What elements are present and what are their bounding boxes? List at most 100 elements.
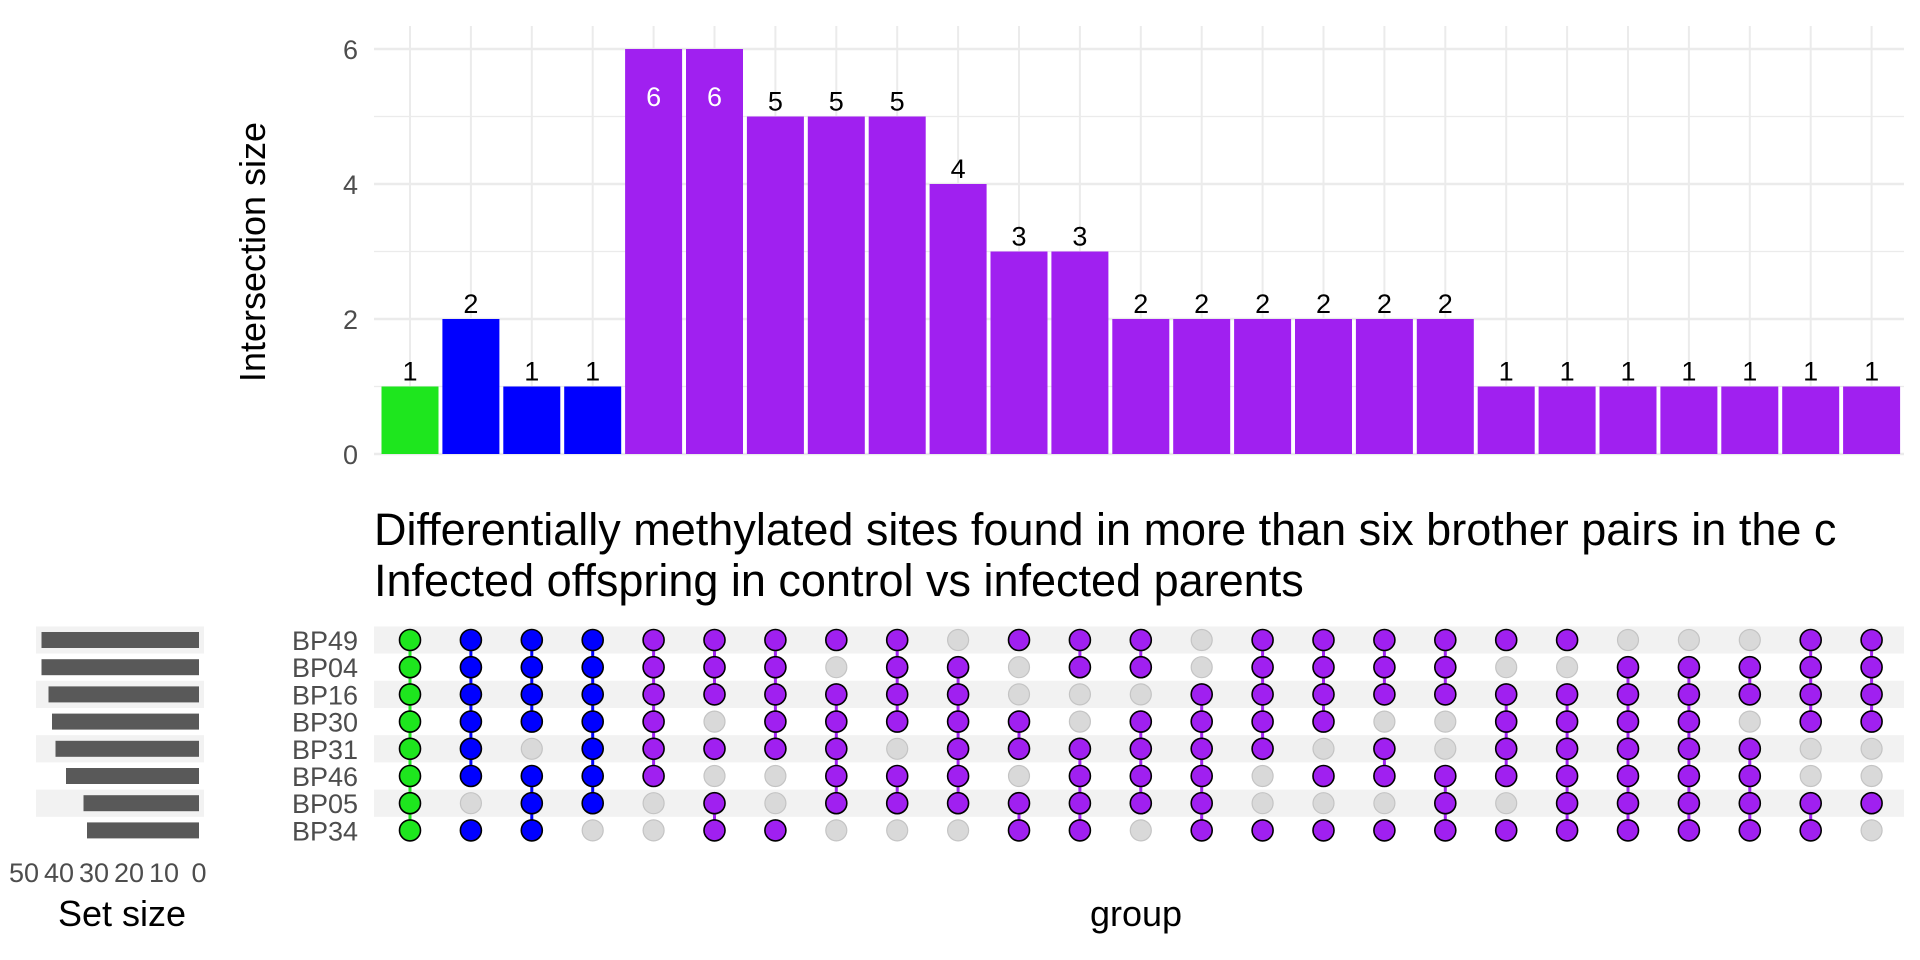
matrix-dot-filled [1129, 655, 1153, 679]
matrix-dot-filled [946, 655, 970, 679]
bar-y-tick-label: 4 [343, 170, 358, 200]
bar-value-label: 3 [1011, 222, 1026, 252]
matrix-dot-filled [703, 819, 726, 842]
matrix-dot-filled [581, 655, 605, 679]
matrix-dot-empty [1068, 683, 1092, 706]
matrix-dot-filled [398, 628, 422, 652]
matrix-dot-filled [1555, 819, 1579, 842]
intersection-bar [1721, 386, 1779, 454]
intersection-bar [1051, 251, 1109, 454]
bar-value-label: 6 [707, 82, 722, 112]
matrix-dot-filled [1555, 764, 1579, 788]
bar-value-label: 2 [1255, 289, 1270, 319]
matrix-dot-empty [1799, 764, 1822, 788]
set-size-bar [66, 768, 199, 784]
matrix-dot-filled [1312, 683, 1335, 706]
matrix-dot-filled [1677, 710, 1701, 733]
matrix-dot-empty [1312, 737, 1335, 760]
matrix-dot-filled [946, 791, 970, 815]
matrix-dot-filled [1007, 628, 1031, 652]
matrix-dot-filled [520, 791, 544, 815]
matrix-dot-filled [703, 655, 726, 679]
intersection-bar [1355, 319, 1413, 454]
matrix-dot-filled [1373, 655, 1396, 679]
matrix-dot-filled [1312, 819, 1335, 842]
bar-value-label: 2 [1316, 289, 1331, 319]
matrix-dot-empty [1738, 710, 1761, 733]
matrix-dot-filled [1434, 791, 1457, 815]
matrix-dot-filled [520, 628, 544, 652]
matrix-dot-filled [1677, 819, 1701, 842]
matrix-dot-filled [1007, 710, 1031, 733]
set-size-bar [55, 740, 199, 757]
matrix-dot-empty [703, 710, 726, 733]
matrix-dot-empty [886, 819, 909, 842]
matrix-dot-filled [1251, 819, 1274, 842]
matrix-dot-filled [1616, 683, 1640, 706]
matrix-dot-filled [459, 764, 483, 788]
matrix-dot-empty [825, 656, 848, 679]
matrix-dot-filled [824, 737, 848, 761]
intersection-bar [1173, 319, 1231, 454]
matrix-dot-empty [946, 819, 970, 842]
matrix-dot-filled [824, 683, 848, 706]
matrix-dot-filled [1860, 791, 1883, 815]
matrix-dot-filled [398, 683, 422, 706]
set-name-label: BP49 [292, 626, 358, 656]
matrix-dot-filled [1373, 683, 1396, 706]
chart-title: Differentially methylated sites found in… [374, 504, 1836, 555]
bar-value-label: 2 [1377, 289, 1392, 319]
matrix-dot-filled [581, 791, 605, 815]
matrix-dot-filled [1738, 791, 1762, 815]
bar-value-label: 2 [1133, 289, 1148, 319]
matrix-dot-filled [1677, 791, 1701, 815]
intersection-bar [503, 386, 561, 454]
bar-value-label: 5 [829, 87, 844, 117]
intersection-bar [746, 116, 804, 454]
matrix-dot-filled [459, 628, 483, 652]
bar-y-tick-label: 2 [343, 305, 358, 335]
matrix-dot-filled [1007, 791, 1031, 815]
matrix-dot-filled [764, 737, 787, 761]
matrix-dot-filled [1129, 764, 1153, 788]
bar-value-label: 2 [463, 289, 478, 319]
matrix-dot-filled [459, 683, 483, 706]
matrix-dot-filled [1494, 764, 1518, 788]
set-name-label: BP05 [292, 789, 358, 819]
matrix-dot-filled [703, 791, 726, 815]
matrix-dot-empty [1251, 792, 1274, 815]
matrix-dot-filled [1068, 764, 1092, 788]
bar-value-label: 1 [524, 357, 539, 387]
matrix-dot-filled [1860, 710, 1883, 733]
matrix-dot-filled [1129, 791, 1153, 815]
matrix-dot-filled [520, 655, 544, 679]
matrix-dot-filled [1190, 819, 1213, 842]
matrix-dot-filled [1068, 791, 1092, 815]
matrix-dot-filled [946, 737, 970, 761]
set-size-axis-title: Set size [58, 893, 186, 934]
matrix-dot-filled [1373, 628, 1396, 652]
matrix-dot-filled [1738, 819, 1762, 842]
intersection-bar [1112, 319, 1170, 454]
matrix-dot-filled [885, 764, 909, 788]
matrix-dot-empty [1434, 737, 1457, 760]
matrix-dot-filled [1434, 764, 1457, 788]
matrix-dot-filled [1677, 655, 1701, 679]
matrix-dot-filled [459, 737, 483, 761]
bar-value-label: 1 [402, 357, 417, 387]
bar-y-axis-ticks: 0 2 4 6 [343, 35, 358, 470]
matrix-dot-filled [1129, 710, 1153, 733]
matrix-dot-filled [581, 764, 605, 788]
matrix-dot-filled [764, 683, 787, 706]
matrix-dot-empty [1799, 737, 1822, 760]
set-size-tick-label: 10 [149, 858, 179, 888]
set-name-label: BP46 [292, 762, 358, 792]
bar-value-label: 1 [1864, 357, 1879, 387]
matrix-dot-filled [1434, 628, 1457, 652]
bar-value-label: 1 [1499, 357, 1514, 387]
matrix-dot-filled [824, 764, 848, 788]
matrix-dot-empty [1860, 737, 1883, 760]
intersection-bar [990, 251, 1048, 454]
matrix-dot-empty [825, 819, 848, 842]
set-size-bar [48, 686, 199, 703]
